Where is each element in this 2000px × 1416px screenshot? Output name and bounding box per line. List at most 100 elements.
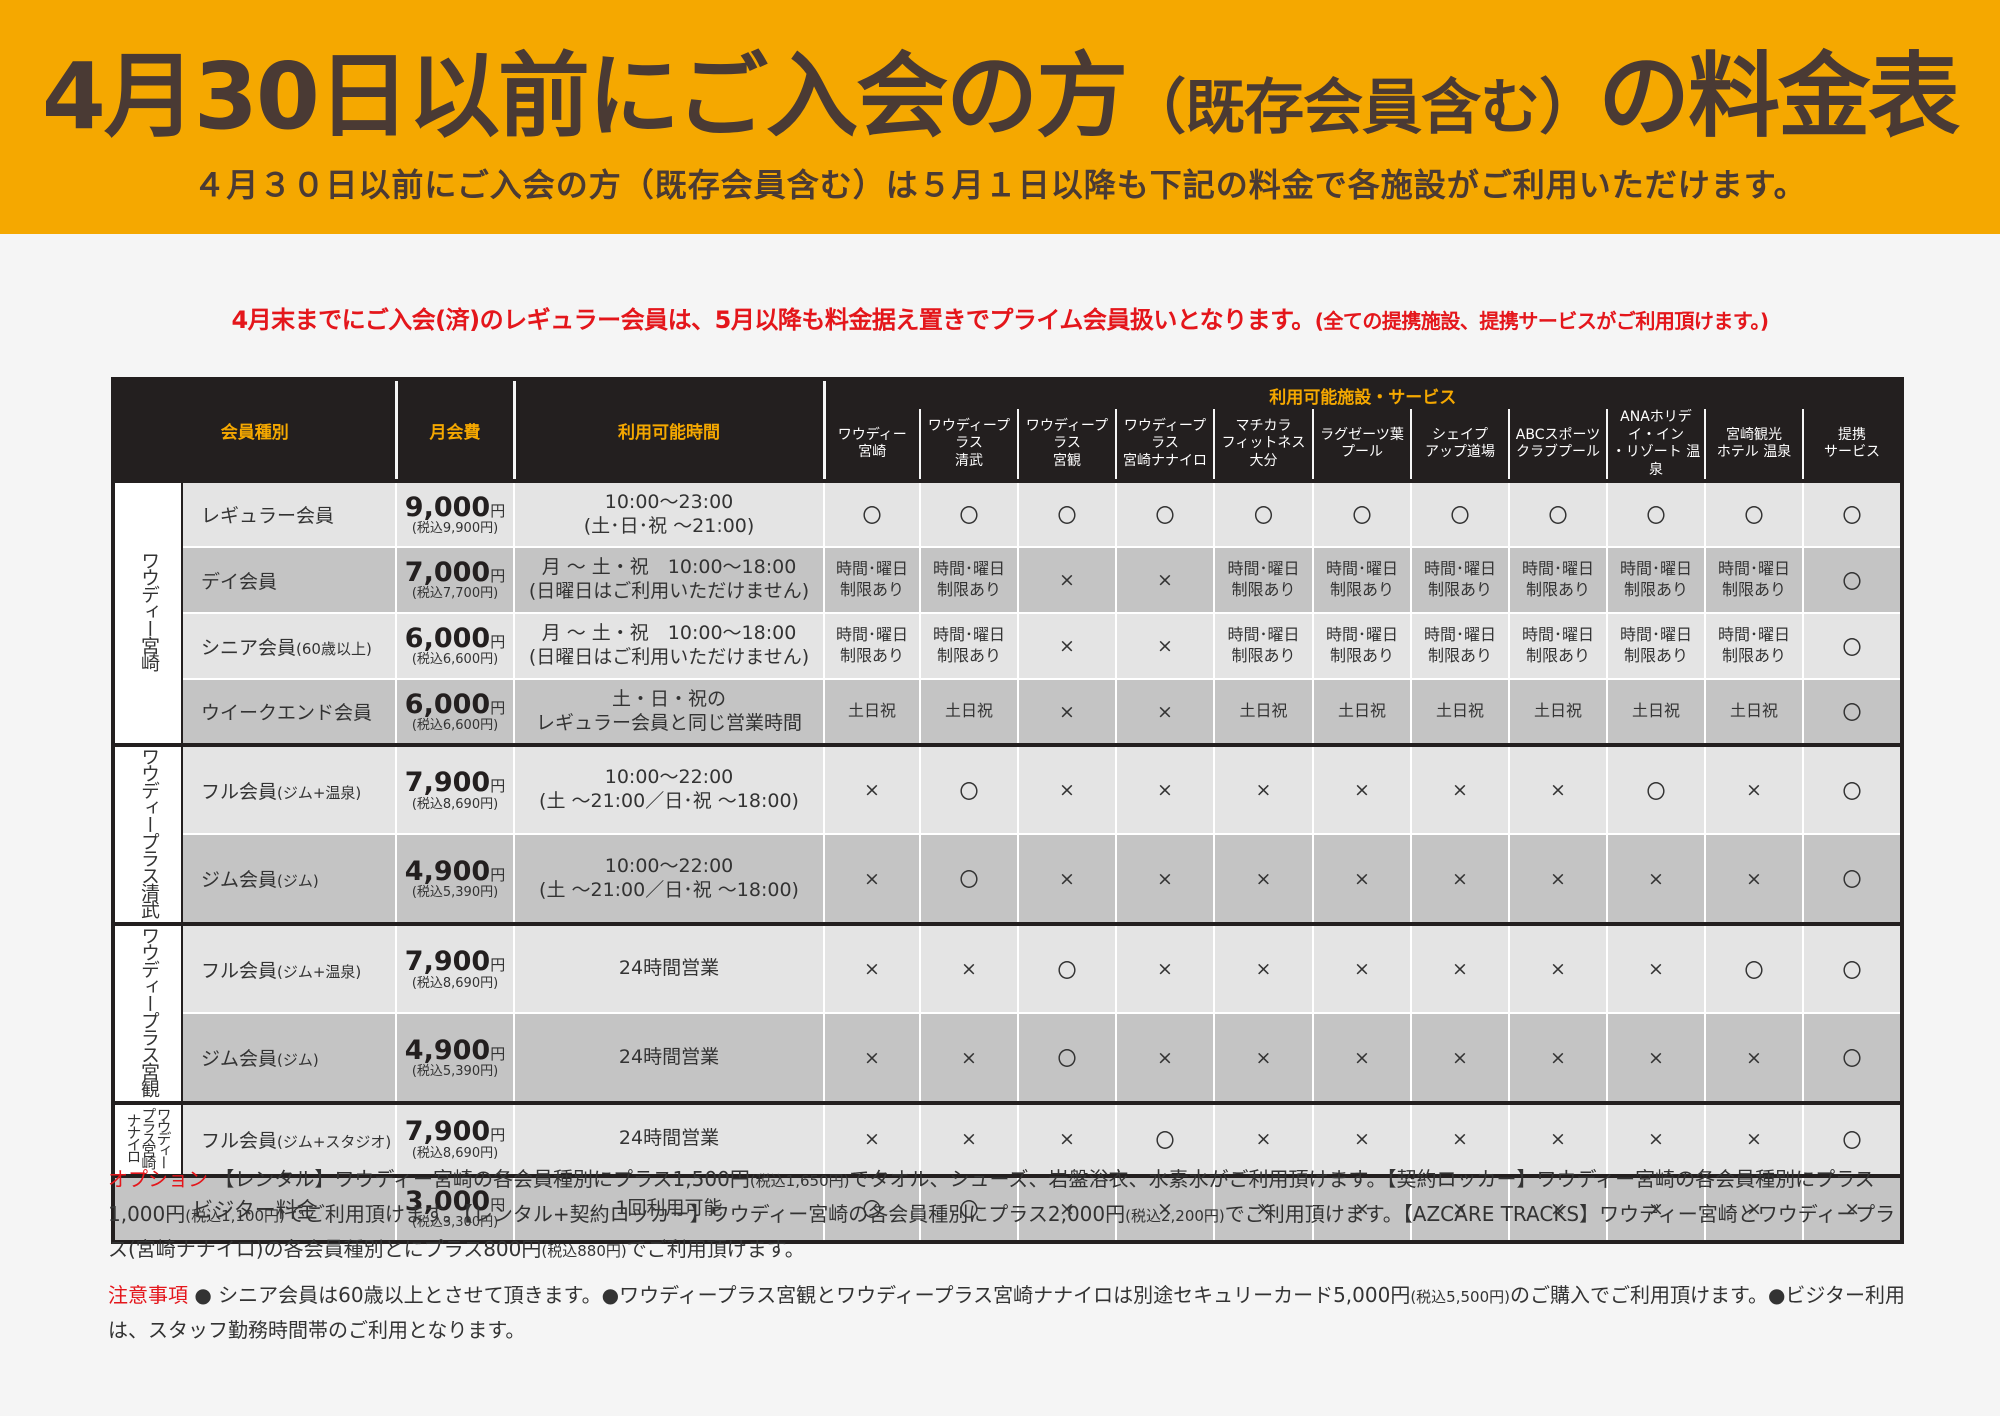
- monthly-fee: 7,000円 (税込7,700円): [395, 546, 515, 614]
- membership-label: フル会員: [201, 1129, 278, 1152]
- facility-group-label: ワウディープラス清武: [112, 743, 183, 925]
- facility-header-line: 提携: [1838, 426, 1867, 443]
- availability-mark: ×: [1508, 833, 1608, 925]
- availability-mark: ×: [919, 1100, 1019, 1177]
- availability-mark: ×: [919, 1012, 1019, 1104]
- fee-amount: 9,000: [404, 491, 491, 523]
- facility-header-line: ワウディー: [837, 426, 907, 443]
- membership-label: ウイークエンド会員: [201, 702, 373, 724]
- fee-unit: 円: [490, 567, 506, 585]
- facility-header-line: マチカラ: [1235, 417, 1292, 434]
- facility-header-6: ラグゼーツ葉 プール: [1312, 409, 1411, 481]
- membership-name: フル会員(ジム+温泉): [181, 921, 397, 1015]
- membership-name: ジム会員(ジム): [181, 833, 397, 925]
- facility-header-9: ANAホリデイ・イン ・リゾート 温泉: [1606, 409, 1705, 481]
- availability-mark: 〇: [1801, 921, 1904, 1015]
- availability-mark: ×: [1606, 1100, 1706, 1177]
- facility-header-line: ラグゼーツ葉: [1320, 426, 1404, 443]
- availability-mark: 土日祝: [1704, 678, 1804, 746]
- hours-line: 24時間営業: [618, 1045, 720, 1068]
- fee-amount: 7,900: [404, 767, 491, 799]
- membership-name: レギュラー会員: [181, 479, 397, 548]
- facility-header-line: ワウディープラス: [927, 417, 1011, 452]
- membership-label: シニア会員: [201, 636, 297, 659]
- membership-name: ウイークエンド会員: [181, 678, 397, 746]
- availability-mark: ×: [1312, 921, 1412, 1015]
- availability-mark: 〇: [1801, 1012, 1904, 1104]
- available-hours: 月 〜 土・祝 10:00〜18:00 (日曜日はご利用いただけません): [513, 546, 825, 614]
- facility-header-line: ワウディープラス: [1123, 417, 1207, 452]
- option-paragraph: オプション 【レンタル】ワウディー宮崎の各会員種別にプラス1,500円(税込1,…: [108, 1163, 1908, 1268]
- facility-group-label: ワウディープラス宮崎ナナイロ: [112, 1100, 183, 1177]
- monthly-fee: 3,000円 (税込3,300円): [395, 1173, 515, 1243]
- table-row: デイ会員 7,000円 (税込7,700円) 月 〜 土・祝 10:00〜18:00(…: [113, 546, 1904, 614]
- facility-header-11: 提携 サービス: [1801, 409, 1903, 481]
- hours-line: 24時間営業: [618, 1127, 720, 1150]
- availability-mark: ×: [1704, 742, 1804, 836]
- title-main: 4月30日以前にご入会の方: [41, 43, 1128, 150]
- availability-mark: ×: [1213, 921, 1314, 1015]
- monthly-fee: 7,900円 (税込8,690円): [395, 742, 515, 836]
- availability-mark: 〇: [823, 479, 921, 548]
- availability-mark: 〇: [1606, 479, 1706, 548]
- facility-header-line: ABCスポーツ: [1515, 426, 1601, 443]
- hours-line: (土･日･祝 〜21:00): [583, 514, 755, 537]
- availability-mark: 〇: [1704, 479, 1804, 548]
- availability-mark: 時間･曜日 制限あり: [823, 612, 921, 680]
- availability-mark: ×: [1017, 1173, 1117, 1243]
- availability-mark: ×: [1115, 612, 1215, 680]
- availability-mark: 時間･曜日 制限あり: [919, 612, 1019, 680]
- facility-header-line: 宮崎ナナイロ: [1123, 452, 1207, 469]
- available-hours: 10:00〜22:00 (土 〜21:00／日･祝 〜18:00): [513, 833, 825, 925]
- availability-mark: ×: [1410, 1012, 1510, 1104]
- facility-header-line: プール: [1341, 444, 1383, 460]
- facility-header-7: シェイプ アップ道場: [1410, 409, 1509, 481]
- availability-mark: ×: [823, 1100, 921, 1177]
- availability-mark: 〇: [1410, 479, 1510, 548]
- availability-mark: ×: [1312, 1173, 1412, 1243]
- availability-mark: ×: [1704, 1100, 1804, 1177]
- monthly-fee: 4,900円 (税込5,390円): [395, 1012, 515, 1104]
- caution-paragraph: 注意事項 ● シニア会員は60歳以上とさせて頂きます。●ワウディープラス宮観とワ…: [108, 1279, 1908, 1347]
- availability-mark: ×: [1312, 833, 1412, 925]
- fee-amount: 7,900: [404, 946, 491, 978]
- caution-label: 注意事項: [108, 1283, 188, 1307]
- availability-mark: 〇: [1801, 479, 1904, 548]
- availability-mark: 土日祝: [1508, 678, 1608, 746]
- membership-sublabel: (ジム): [277, 872, 319, 891]
- fee-amount: 3,000: [404, 1185, 491, 1217]
- availability-mark: 時間･曜日 制限あり: [823, 546, 921, 614]
- availability-mark: 〇: [1115, 479, 1215, 548]
- fee-tax: (税込5,390円): [411, 1063, 499, 1079]
- availability-mark: ×: [1410, 921, 1510, 1015]
- notice-text: 4月末までにご入会(済)のレギュラー会員は、5月以降も料金据え置きでプライム会員…: [0, 300, 2000, 335]
- availability-mark: 時間･曜日 制限あり: [919, 546, 1019, 614]
- title-end: の料金表: [1598, 43, 1960, 150]
- table-row: ワウディープラス宮観 フル会員(ジム+温泉) 7,900円 (税込8,690円) 24時…: [112, 921, 1904, 1104]
- monthly-fee: 7,900円 (税込8,690円): [395, 921, 515, 1015]
- availability-mark: 〇: [919, 833, 1019, 925]
- availability-mark: ×: [1017, 678, 1117, 746]
- group-name: ワウディー宮崎: [137, 551, 160, 671]
- available-hours: 24時間営業: [513, 921, 825, 1015]
- availability-mark: 〇: [1801, 546, 1904, 614]
- availability-mark: ×: [1213, 1173, 1314, 1243]
- fee-amount: 7,000: [404, 557, 491, 588]
- membership-label: フル会員: [201, 959, 278, 982]
- facility-header-line: ・リゾート 温泉: [1611, 444, 1701, 478]
- facility-header-line: 宮観: [1053, 452, 1081, 469]
- available-hours: 土・日・祝の レギュラー会員と同じ営業時間: [513, 678, 825, 746]
- availability-mark: ×: [1312, 1012, 1412, 1104]
- availability-mark: ×: [1115, 1173, 1215, 1243]
- available-hours: 月 〜 土・祝 10:00〜18:00 (日曜日はご利用いただけません): [513, 612, 825, 680]
- visitor-label: ビジター料金: [112, 1173, 397, 1243]
- notice-note: (全ての提携施設、提携サービスがご利用頂けます。): [1314, 309, 1769, 333]
- availability-mark: ×: [823, 833, 921, 925]
- membership-name: フル会員(ジム+スタジオ): [181, 1100, 397, 1177]
- caution-text: ● シニア会員は60歳以上とさせて頂きます。●ワウディープラス宮観とワウディープ…: [108, 1283, 1906, 1342]
- header-facilities: 利用可能施設・サービス: [824, 379, 1903, 409]
- availability-mark: ×: [1606, 1173, 1706, 1243]
- hours-line: 月 〜 土・祝 10:00〜18:00: [541, 622, 797, 645]
- availability-mark: ×: [1410, 833, 1510, 925]
- fee-amount: 7,900: [404, 1116, 491, 1148]
